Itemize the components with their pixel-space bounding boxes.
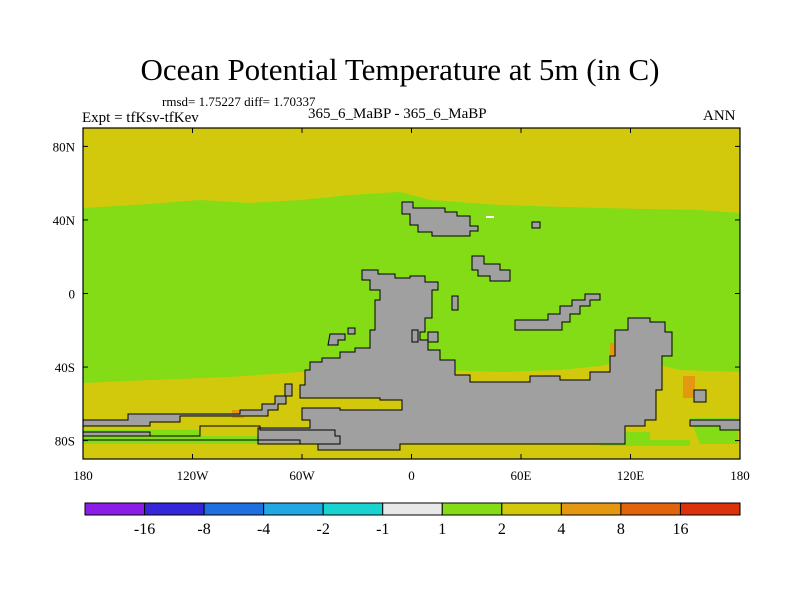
warm-patch — [610, 343, 618, 355]
colorbar-label: -1 — [376, 521, 389, 538]
experiment-label: Expt = tfKsv-tfKev — [82, 110, 199, 126]
x-tick-label: 60W — [289, 468, 315, 483]
land-india-arc — [514, 293, 601, 331]
x-tick-label: 180 — [730, 468, 750, 483]
map-field — [83, 128, 740, 459]
stats-text: rmsd= 1.75227 diff= 1.70337 — [162, 94, 316, 109]
colorbar-label: 8 — [617, 521, 625, 538]
colorbar-swatch — [322, 502, 384, 516]
land-arabia — [471, 255, 511, 282]
colorbar-swatch — [679, 502, 741, 516]
y-tick-label: 80N — [53, 139, 76, 154]
colorbar-swatch — [382, 502, 443, 516]
colorbar-swatch — [263, 502, 324, 516]
y-tick-label: 40N — [53, 213, 76, 228]
warm-patch — [683, 376, 695, 398]
colorbar-swatch — [560, 502, 622, 516]
x-tick-label: 180 — [73, 468, 93, 483]
colorbar-swatch — [144, 502, 205, 516]
colorbar-swatch — [441, 502, 503, 516]
land-main — [257, 269, 673, 451]
case-label: 365_6_MaBP - 365_6_MaBP — [308, 106, 487, 122]
colorbar-label: -16 — [134, 521, 155, 538]
colorbar-label: 1 — [438, 521, 446, 538]
colorbar-label: -4 — [257, 521, 270, 538]
land-islet — [411, 329, 419, 343]
x-tick-label: 0 — [408, 468, 415, 483]
land-peninsula — [327, 333, 346, 346]
land-west-strip — [83, 431, 151, 437]
chart-title: Ocean Potential Temperature at 5m (in C) — [140, 52, 660, 87]
colorbar-label: 2 — [498, 521, 506, 538]
colorbar-label: -2 — [317, 521, 330, 538]
colorbar-label: 16 — [672, 521, 688, 538]
ice-fleck — [486, 216, 494, 218]
colorbar-label: 4 — [557, 521, 565, 538]
x-tick-label: 120E — [617, 468, 645, 483]
land-west-arc — [83, 383, 293, 427]
land-east-strip — [689, 419, 740, 431]
land-islet — [427, 331, 439, 343]
x-tick-label: 60E — [511, 468, 532, 483]
y-tick-label: 40S — [55, 360, 75, 375]
colorbar-swatch — [84, 502, 146, 516]
axis-ticks: 180 120W 60W 0 60E 120E 180 80N 40N 0 40S 80S — [53, 128, 750, 483]
land-north — [401, 201, 479, 237]
colorbar: -16 -8 -4 -2 -1 1 2 4 8 16 — [84, 502, 741, 538]
land-east-islet — [693, 389, 707, 403]
y-tick-label: 0 — [69, 287, 76, 302]
y-tick-label: 80S — [55, 434, 75, 449]
season-label: ANN — [703, 108, 736, 124]
land-islet — [451, 295, 459, 311]
colorbar-swatch — [501, 502, 562, 516]
colorbar-swatch — [203, 502, 265, 516]
land-south-arc — [83, 425, 341, 445]
land-islet — [347, 327, 356, 335]
land-masses — [83, 201, 740, 451]
ocean-zone-north — [83, 128, 740, 213]
land-small-north — [531, 221, 541, 229]
colorbar-label: -8 — [197, 521, 210, 538]
x-tick-label: 120W — [177, 468, 210, 483]
colorbar-swatch — [620, 502, 681, 516]
